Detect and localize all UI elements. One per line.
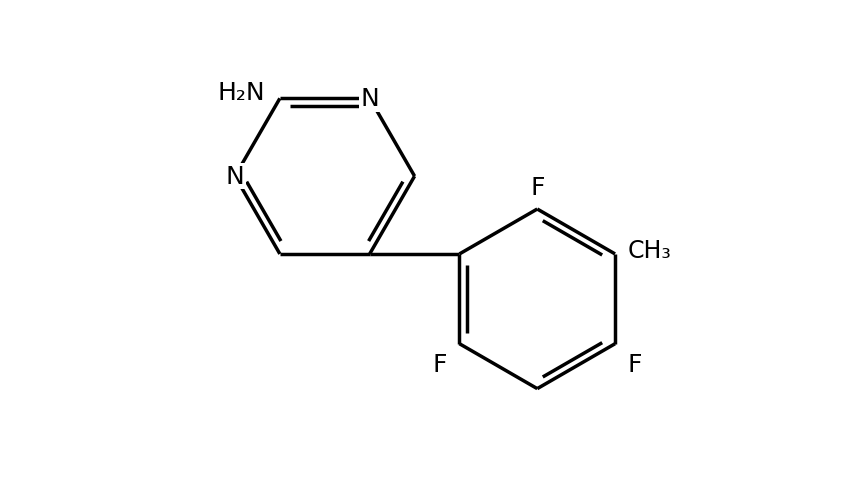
Text: F: F bbox=[433, 352, 447, 376]
Text: H₂N: H₂N bbox=[218, 81, 265, 104]
Text: F: F bbox=[627, 352, 642, 376]
Text: N: N bbox=[360, 87, 379, 111]
Text: CH₃: CH₃ bbox=[627, 238, 672, 263]
Text: N: N bbox=[225, 165, 244, 189]
Text: F: F bbox=[530, 176, 545, 200]
